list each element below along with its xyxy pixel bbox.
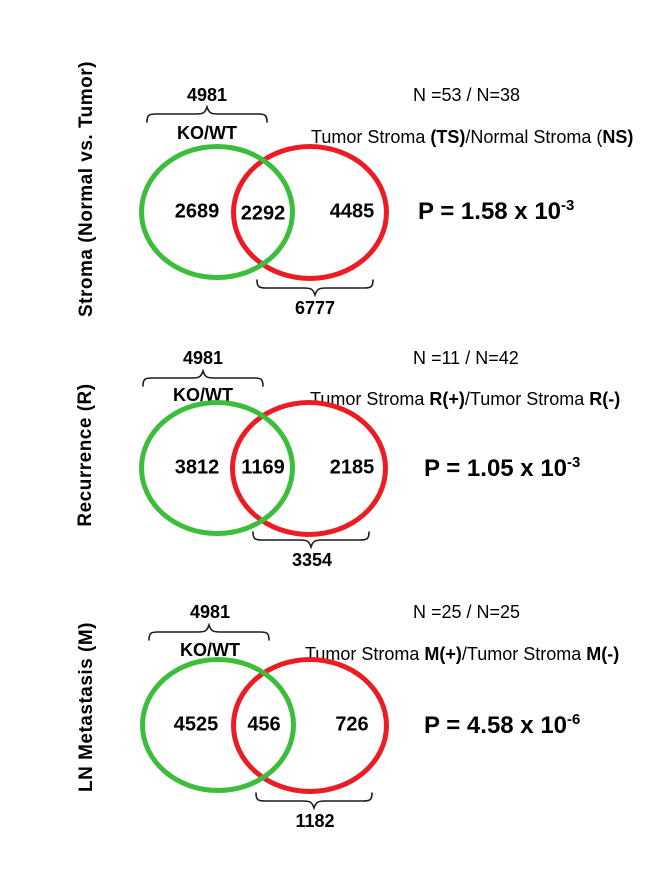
green-set-total: 4981 [186, 85, 228, 105]
left-only-count: 4525 [173, 713, 219, 736]
left-only-count: 2689 [174, 200, 220, 223]
red-set-total: 6777 [294, 298, 336, 318]
red-set-label: Tumor Stroma (TS)/Normal Stroma (NS) [311, 127, 634, 147]
p-value-base: P = 4.58 x 10 [424, 712, 568, 739]
overbrace [142, 368, 264, 387]
panel-side-label: Stroma (Normal vs. Tumor) [76, 60, 97, 318]
green-circle [139, 144, 295, 280]
red-set-label: Tumor Stroma M(+)/Tumor Stroma M(-) [305, 644, 620, 664]
p-value: P = 1.05 x 10-3 [424, 455, 580, 483]
underbrace [255, 792, 373, 811]
green-circle [140, 657, 296, 793]
left-only-count: 3812 [174, 456, 220, 479]
sample-size-label: N =11 / N=42 [413, 348, 519, 368]
p-value-exponent: -6 [567, 711, 581, 728]
sample-size-label: N =53 / N=38 [413, 85, 521, 105]
red-set-label: Tumor Stroma R(+)/Tumor Stroma R(-) [310, 389, 621, 409]
green-set-label: KO/WT [180, 640, 240, 660]
green-set-label: KO/WT [177, 123, 237, 143]
red-set-total: 1182 [295, 811, 335, 831]
green-set-total: 4981 [182, 348, 224, 368]
green-set-total: 4981 [189, 602, 231, 622]
right-only-count: 2185 [329, 456, 375, 479]
p-value-exponent: -3 [561, 197, 575, 214]
p-value: P = 4.58 x 10-6 [424, 712, 580, 740]
panel-side-label: LN Metastasis (M) [76, 621, 97, 793]
red-set-total: 3354 [291, 550, 333, 570]
underbrace [252, 531, 370, 550]
overlap-count: 1169 [241, 456, 285, 479]
overlap-count: 456 [247, 713, 281, 736]
right-only-count: 726 [335, 713, 369, 736]
underbrace [256, 279, 374, 298]
p-value-base: P = 1.58 x 10 [418, 198, 562, 225]
panel-side-label: Recurrence (R) [75, 383, 96, 527]
overlap-count: 2292 [240, 202, 286, 225]
overbrace [148, 622, 270, 641]
p-value: P = 1.58 x 10-3 [418, 198, 574, 226]
p-value-base: P = 1.05 x 10 [424, 455, 568, 482]
right-only-count: 4485 [329, 200, 375, 223]
green-circle [139, 400, 295, 536]
overbrace [146, 104, 268, 123]
sample-size-label: N =25 / N=25 [413, 602, 521, 622]
p-value-exponent: -3 [567, 454, 581, 471]
